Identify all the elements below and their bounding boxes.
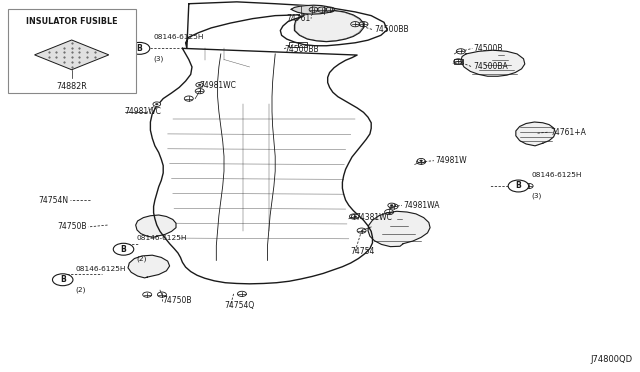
Circle shape bbox=[508, 180, 529, 192]
Text: (3): (3) bbox=[154, 55, 164, 61]
Polygon shape bbox=[128, 255, 170, 278]
Text: 74500B: 74500B bbox=[474, 44, 503, 53]
Text: (2): (2) bbox=[136, 256, 147, 262]
Bar bbox=[289, 42, 298, 47]
Text: INSULATOR FUSIBLE: INSULATOR FUSIBLE bbox=[26, 17, 117, 26]
Text: B: B bbox=[60, 275, 65, 284]
Bar bbox=[8, 9, 136, 93]
Text: 08146-6125H: 08146-6125H bbox=[154, 34, 204, 40]
Circle shape bbox=[156, 103, 158, 105]
Bar bbox=[454, 59, 463, 64]
Circle shape bbox=[388, 203, 396, 208]
Circle shape bbox=[198, 84, 201, 86]
Text: 74882R: 74882R bbox=[56, 82, 87, 91]
Polygon shape bbox=[35, 40, 109, 70]
Circle shape bbox=[52, 274, 73, 286]
Circle shape bbox=[153, 102, 161, 106]
Text: 74500BA: 74500BA bbox=[474, 62, 508, 71]
Text: 74754: 74754 bbox=[351, 247, 375, 256]
Text: 74981WC: 74981WC bbox=[200, 81, 237, 90]
Text: B: B bbox=[121, 245, 126, 254]
Text: 74761+A: 74761+A bbox=[550, 128, 586, 137]
Circle shape bbox=[351, 214, 359, 219]
Text: 08146-6125H: 08146-6125H bbox=[76, 266, 126, 272]
Text: B: B bbox=[137, 44, 142, 53]
Text: 08146-6125H: 08146-6125H bbox=[136, 235, 187, 241]
Polygon shape bbox=[461, 50, 525, 76]
Text: 74761: 74761 bbox=[287, 14, 311, 23]
Polygon shape bbox=[294, 10, 364, 42]
Circle shape bbox=[129, 42, 150, 54]
Text: 74754Q: 74754Q bbox=[224, 301, 254, 310]
Text: 74981WA: 74981WA bbox=[403, 201, 440, 210]
Polygon shape bbox=[291, 5, 333, 14]
Text: (2): (2) bbox=[76, 286, 86, 293]
Text: 74981W: 74981W bbox=[435, 156, 467, 165]
Text: 74754N: 74754N bbox=[38, 196, 68, 205]
Circle shape bbox=[354, 216, 356, 217]
Text: 74750B: 74750B bbox=[58, 222, 87, 231]
Text: J74800QD: J74800QD bbox=[590, 355, 632, 364]
Bar bbox=[298, 42, 307, 47]
Text: 08146-6125H: 08146-6125H bbox=[531, 172, 582, 178]
Polygon shape bbox=[368, 211, 430, 247]
Circle shape bbox=[113, 243, 134, 255]
Text: 74381WC: 74381WC bbox=[355, 213, 392, 222]
Text: 74981WC: 74981WC bbox=[125, 107, 162, 116]
Circle shape bbox=[390, 205, 393, 206]
Text: 74500BB: 74500BB bbox=[374, 25, 409, 34]
Circle shape bbox=[417, 158, 425, 163]
Text: 74750B: 74750B bbox=[162, 296, 191, 305]
Polygon shape bbox=[516, 122, 556, 146]
Polygon shape bbox=[136, 215, 176, 237]
Circle shape bbox=[196, 83, 204, 87]
Text: B: B bbox=[516, 182, 521, 190]
Text: (3): (3) bbox=[531, 193, 541, 199]
Circle shape bbox=[420, 160, 422, 161]
Text: 74500BB: 74500BB bbox=[285, 45, 319, 54]
